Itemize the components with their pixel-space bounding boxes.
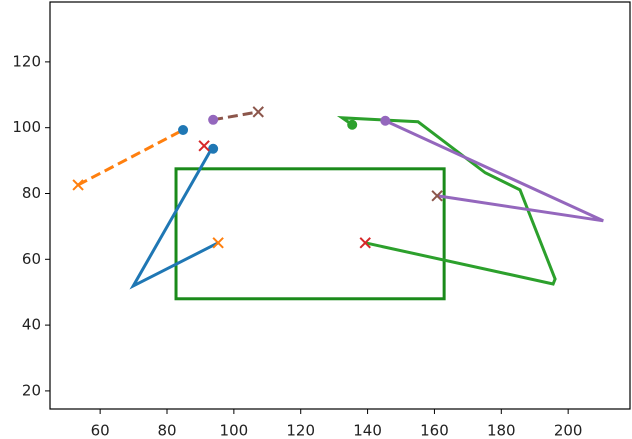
y-tick-label: 40 (22, 316, 41, 334)
trajectory (129, 147, 219, 290)
x-tick-label: 60 (91, 422, 110, 439)
plot-frame (49, 1, 631, 410)
x-tick-label: 200 (554, 422, 583, 439)
x-tick-label: 180 (487, 422, 516, 439)
y-tick-label: 60 (22, 250, 41, 268)
x-tick-label: 140 (353, 422, 382, 439)
point-marker (347, 119, 358, 130)
trajectory (384, 119, 604, 223)
x-tick-label: 100 (220, 422, 249, 439)
x-tick-label: 80 (157, 422, 176, 439)
point-marker (208, 143, 219, 154)
x-marker (431, 190, 443, 202)
x-marker (72, 179, 84, 191)
x-marker (359, 237, 371, 249)
x-marker (252, 106, 264, 118)
point-marker (380, 115, 391, 126)
x-tick-label: 160 (420, 422, 449, 439)
trajectory (336, 116, 557, 286)
point-marker (178, 124, 189, 135)
trajectory (212, 110, 259, 122)
x-marker (198, 140, 210, 152)
point-marker (208, 114, 219, 125)
y-tick-label: 80 (22, 184, 41, 202)
x-tick-label: 120 (286, 422, 315, 439)
rectangle (174, 167, 446, 301)
y-tick-label: 100 (12, 118, 41, 136)
y-tick-label: 120 (12, 52, 41, 70)
y-tick-label: 20 (22, 381, 41, 399)
trajectory (77, 128, 184, 187)
x-marker (212, 237, 224, 249)
